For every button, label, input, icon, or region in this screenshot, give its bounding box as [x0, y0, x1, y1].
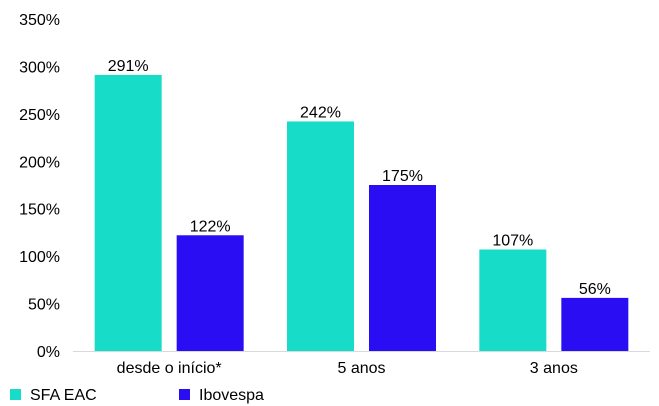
- legend-swatch: [179, 389, 190, 400]
- bars: [94, 74, 629, 352]
- y-axis: 0% 50% 100% 150% 200% 250% 300% 350%: [19, 12, 60, 361]
- data-label: 122%: [190, 218, 231, 235]
- bar-sfa-eac: [94, 74, 162, 352]
- x-category-label: 5 anos: [337, 360, 385, 377]
- y-tick-label: 200%: [19, 154, 60, 171]
- legend-item-ibovespa: Ibovespa: [179, 387, 264, 404]
- bar-sfa-eac: [287, 121, 354, 352]
- y-tick-label: 350%: [19, 12, 60, 29]
- y-tick-label: 50%: [28, 297, 60, 314]
- bar-ibovespa: [369, 185, 436, 351]
- y-tick-label: 250%: [19, 107, 60, 124]
- bar-ibovespa: [176, 235, 244, 351]
- legend: SFA EAC Ibovespa: [10, 387, 264, 404]
- legend-item-sfa-eac: SFA EAC: [10, 387, 97, 404]
- y-tick-label: 100%: [19, 249, 60, 266]
- legend-label: Ibovespa: [199, 387, 264, 404]
- y-tick-label: 300%: [19, 59, 60, 76]
- bar-ibovespa: [561, 297, 629, 351]
- data-label: 107%: [492, 233, 533, 250]
- x-category-label: 3 anos: [530, 360, 578, 377]
- y-tick-label: 150%: [19, 202, 60, 219]
- data-label: 56%: [579, 281, 611, 298]
- x-axis: desde o início* 5 anos 3 anos: [73, 351, 650, 377]
- legend-swatch: [10, 389, 21, 400]
- data-labels: 291% 122% 242% 175% 107% 56%: [108, 58, 611, 298]
- legend-label: SFA EAC: [30, 387, 97, 404]
- bar-sfa-eac: [479, 249, 547, 351]
- x-category-label: desde o início*: [117, 360, 222, 377]
- y-tick-label: 0%: [37, 344, 60, 361]
- data-label: 242%: [300, 104, 341, 121]
- data-label: 175%: [382, 168, 423, 185]
- data-label: 291%: [108, 58, 149, 75]
